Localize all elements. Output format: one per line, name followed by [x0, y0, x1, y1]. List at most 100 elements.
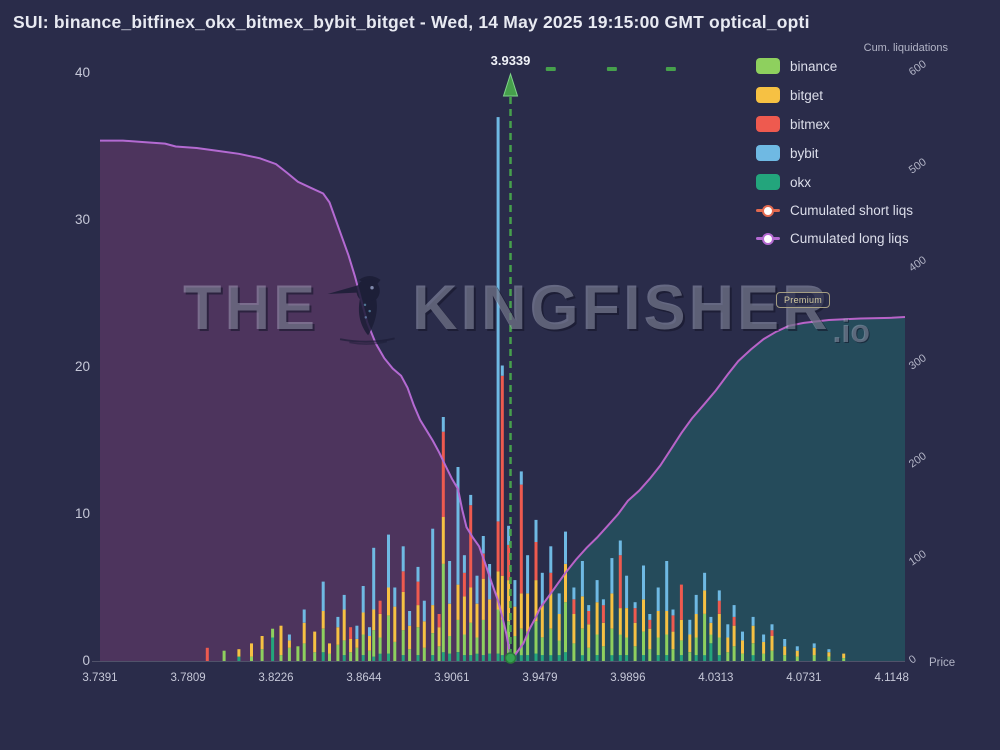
bar-bitget — [431, 605, 435, 633]
bar-bybit — [372, 547, 376, 610]
bar-bybit — [488, 564, 492, 600]
bar-bybit — [441, 417, 445, 432]
bar-binance — [732, 646, 736, 661]
bar-binance — [633, 646, 637, 661]
bar-bybit — [513, 580, 517, 607]
bar-bitget — [812, 647, 816, 656]
bar-okx — [703, 655, 707, 661]
legend-item-bybit[interactable]: bybit — [756, 145, 913, 161]
bar-bitget — [437, 627, 441, 647]
bar-okx — [378, 653, 382, 661]
bar-bitget — [726, 637, 730, 653]
bar-bitmex — [732, 616, 736, 626]
bar-bybit — [812, 643, 816, 648]
bar-bybit — [688, 619, 692, 635]
bar-bitget — [732, 625, 736, 647]
bar-okx — [557, 655, 561, 661]
bar-okx — [580, 655, 584, 661]
bar-bitmex — [648, 619, 652, 629]
bar-okx — [656, 655, 660, 661]
bar-bitget — [540, 605, 544, 638]
left-tick-label: 10 — [75, 506, 90, 521]
bar-okx — [618, 655, 622, 661]
bar-binance — [812, 655, 816, 661]
current-price-arrow-icon — [502, 72, 519, 97]
bar-bitget — [496, 571, 500, 610]
bar-binance — [302, 643, 306, 661]
bar-binance — [321, 628, 325, 653]
left-tick-label: 0 — [82, 653, 90, 668]
bar-binance — [296, 646, 300, 661]
bar-bybit — [572, 587, 576, 600]
bar-bitmex — [534, 541, 538, 581]
bar-bybit — [709, 616, 713, 623]
bar-binance — [408, 649, 412, 661]
bar-bitget — [475, 603, 479, 638]
bar-binance — [601, 646, 605, 661]
legend-item-cumulated-short-liqs[interactable]: Cumulated short liqs — [756, 203, 913, 218]
bar-okx — [519, 655, 523, 661]
bar-bitget — [302, 622, 306, 644]
bar-okx — [679, 655, 683, 661]
bar-bitmex — [378, 600, 382, 614]
bar-bybit — [587, 605, 591, 611]
bar-binance — [519, 628, 523, 656]
bar-binance — [437, 646, 441, 661]
bar-binance — [416, 627, 420, 656]
bar-bybit — [321, 581, 325, 611]
bar-bitget — [671, 631, 675, 650]
circle-marker-icon — [762, 232, 774, 245]
bar-bybit — [500, 365, 504, 376]
bar-binance — [328, 653, 331, 661]
bar-bitmex — [507, 544, 511, 581]
x-tick-label: 4.1148 — [875, 672, 909, 684]
bar-binance — [842, 658, 846, 661]
bar-bitget — [250, 643, 253, 657]
bar-binance — [342, 640, 346, 656]
current-price-label: 3.9339 — [491, 53, 531, 68]
bar-okx — [526, 655, 530, 661]
bar-okx — [694, 655, 698, 661]
bar-binance — [422, 647, 426, 661]
bar-binance — [587, 647, 591, 661]
bar-okx — [751, 655, 755, 661]
bar-okx — [642, 655, 645, 661]
bar-bitget — [462, 596, 466, 635]
bar-binance — [572, 643, 576, 661]
legend-item-bitget[interactable]: bitget — [756, 87, 913, 103]
bar-bitmex — [416, 581, 420, 606]
bar-bitget — [648, 628, 652, 650]
bar-bitget — [679, 619, 683, 641]
legend-item-binance[interactable]: binance — [756, 58, 913, 74]
bar-bybit — [526, 555, 530, 594]
bar-okx — [416, 655, 420, 661]
bar-bybit — [393, 587, 397, 607]
legend-label: bitget — [790, 87, 824, 103]
legend-item-okx[interactable]: okx — [756, 174, 913, 190]
bar-bitmex — [496, 521, 500, 572]
bar-bitget — [313, 631, 317, 653]
bar-bitmex — [633, 608, 637, 623]
bar-bybit — [462, 555, 466, 573]
legend-label: bybit — [790, 145, 819, 161]
bar-bybit — [671, 609, 675, 616]
bar-bitget — [372, 609, 376, 631]
bar-bitmex — [587, 611, 591, 625]
bar-binance — [313, 652, 317, 661]
bar-binance — [500, 619, 504, 656]
legend-item-bitmex[interactable]: bitmex — [756, 116, 913, 132]
bar-bitget — [448, 603, 452, 636]
bar-bitget — [342, 609, 346, 641]
bar-okx — [481, 655, 485, 661]
bar-binance — [469, 622, 473, 656]
bar-okx — [469, 655, 473, 661]
legend-label: binance — [790, 58, 838, 74]
bar-binance — [610, 628, 614, 656]
bar-bitmex — [679, 584, 683, 620]
bar-okx — [540, 655, 544, 661]
legend-item-cumulated-long-liqs[interactable]: Cumulated long liqs — [756, 231, 913, 246]
bar-binance — [688, 652, 692, 661]
bar-bitget — [279, 625, 283, 656]
bar-binance — [431, 633, 435, 656]
